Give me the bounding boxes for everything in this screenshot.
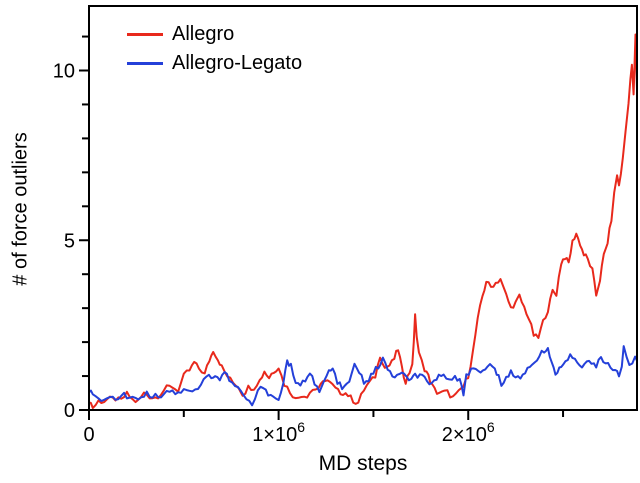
legend-label: Allegro-Legato [172, 52, 303, 74]
y-tick-label: 5 [64, 230, 75, 252]
y-tick-label: 0 [64, 400, 75, 422]
legend-line-swatch-blue [127, 61, 163, 65]
plot-frame [88, 5, 638, 411]
series-line-allegro [90, 33, 636, 409]
x-tick-label: 2×106 [442, 419, 495, 446]
x-tick-label: 0 [83, 424, 94, 446]
legend-label: Allegro [172, 23, 235, 45]
y-tick-label: 10 [53, 61, 75, 83]
x-axis-title: MD steps [318, 452, 408, 475]
y-axis-title: # of force outliers [9, 132, 32, 286]
legend-item-allegro-legato: Allegro-Legato [127, 50, 302, 76]
legend-item-allegro: Allegro [127, 21, 302, 47]
x-tick-label: 1×106 [252, 419, 305, 446]
series-line-allegro-legato [90, 345, 636, 407]
legend-line-swatch-red [127, 32, 163, 36]
legend: Allegro Allegro-Legato [127, 21, 302, 76]
